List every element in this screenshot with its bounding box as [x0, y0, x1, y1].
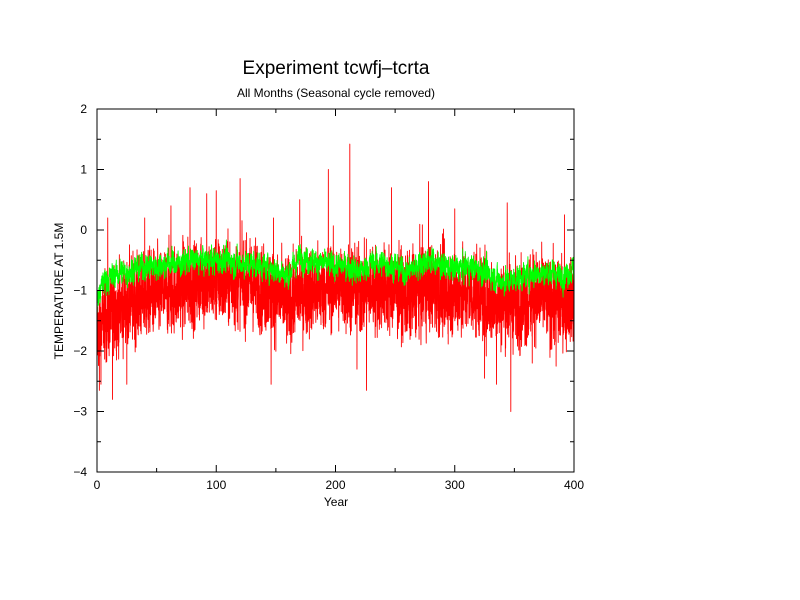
- y-tick-label: 1: [80, 163, 87, 177]
- y-tick-label: 2: [80, 102, 87, 116]
- x-tick-label: 300: [445, 478, 465, 492]
- y-axis-label: TEMPERATURE AT 1.5M: [52, 223, 66, 360]
- series-layer: [96, 143, 575, 412]
- chart-subtitle: All Months (Seasonal cycle removed): [237, 86, 435, 100]
- y-tick-label: −1: [73, 284, 87, 298]
- x-axis-label: Year: [324, 495, 348, 509]
- series-line-green: [96, 239, 575, 313]
- ticks-layer: 0 100 200 300 400 −4 −3 −2 −1 0 1 2: [73, 102, 584, 492]
- chart-title: Experiment tcwfj–tcrta: [243, 58, 430, 79]
- x-tick-label: 100: [206, 478, 226, 492]
- y-tick-label: −2: [73, 344, 87, 358]
- y-tick-label: −3: [73, 405, 87, 419]
- series-line-red: [96, 143, 575, 412]
- x-tick-label: 0: [94, 478, 101, 492]
- x-tick-label: 400: [564, 478, 584, 492]
- y-tick-label: 0: [80, 223, 87, 237]
- y-tick-label: −4: [73, 465, 87, 479]
- x-tick-label: 200: [325, 478, 345, 492]
